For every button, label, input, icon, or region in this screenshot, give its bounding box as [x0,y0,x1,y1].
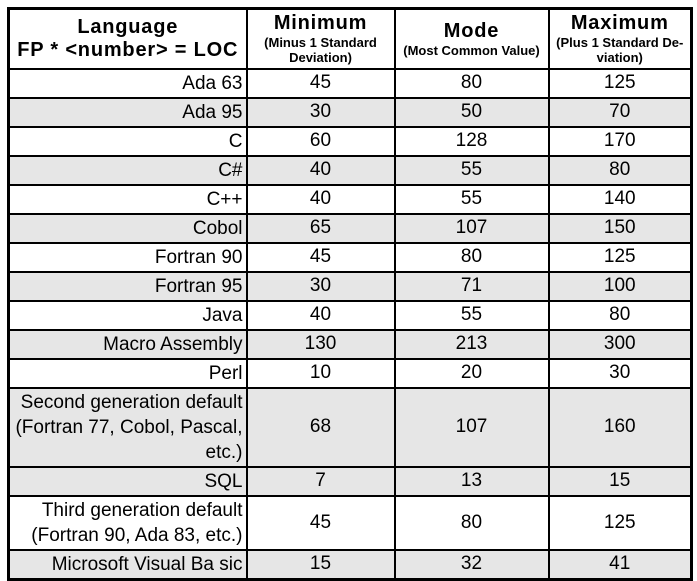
maximum-cell: 15 [547,465,693,497]
mode-cell: 80 [393,67,550,99]
minimum-cell: 45 [245,67,396,99]
table-row: C# 40 55 80 [7,154,693,186]
maximum-cell: 41 [547,548,693,580]
language-cell: Second generation default (Fortran 77, C… [7,386,248,468]
mode-cell: 71 [393,270,550,302]
minimum-cell: 60 [245,125,396,157]
table-row: Fortran 95 30 71 100 [7,270,693,302]
table-row: SQL 7 13 15 [7,465,693,497]
minimum-cell: 40 [245,154,396,186]
maximum-cell: 80 [547,299,693,331]
table-body: Ada 63 45 80 125 Ada 95 30 50 70 C 60 12… [7,67,693,580]
maximum-cell: 70 [547,96,693,128]
mode-cell: 20 [393,357,550,389]
minimum-cell: 30 [245,270,396,302]
maximum-cell: 80 [547,154,693,186]
minimum-cell: 68 [245,386,396,468]
minimum-cell: 130 [245,328,396,360]
language-cell: Java [7,299,248,331]
minimum-cell: 7 [245,465,396,497]
table-row: Fortran 90 45 80 125 [7,241,693,273]
language-cell: C [7,125,248,157]
language-cell: Ada 95 [7,96,248,128]
maximum-cell: 170 [547,125,693,157]
minimum-cell: 15 [245,548,396,580]
minimum-cell: 65 [245,212,396,244]
table-row: Microsoft Visual Ba sic 15 32 41 [7,548,693,580]
table-row: Ada 95 30 50 70 [7,96,693,128]
table-row: Macro Assembly 130 213 300 [7,328,693,360]
fp-loc-conversion-table: Language FP * <number> = LOC Minimum (Mi… [7,7,693,581]
minimum-cell: 45 [245,494,396,551]
table-row: C 60 128 170 [7,125,693,157]
column-header-mode: Mode (Most Common Value) [393,7,550,70]
column-header-maximum-subtitle: (Plus 1 Standard De-viation) [556,35,684,66]
language-cell: SQL [7,465,248,497]
maximum-cell: 150 [547,212,693,244]
language-cell: Cobol [7,212,248,244]
mode-cell: 213 [393,328,550,360]
table-row: Cobol 65 107 150 [7,212,693,244]
mode-cell: 128 [393,125,550,157]
table-row: Third generation default (Fortran 90, Ad… [7,494,693,551]
maximum-cell: 30 [547,357,693,389]
maximum-cell: 125 [547,241,693,273]
column-header-minimum-title: Minimum [273,12,368,35]
maximum-cell: 140 [547,183,693,215]
mode-cell: 50 [393,96,550,128]
maximum-cell: 125 [547,494,693,551]
table-row: Ada 63 45 80 125 [7,67,693,99]
minimum-cell: 40 [245,183,396,215]
maximum-cell: 125 [547,67,693,99]
language-cell: Ada 63 [7,67,248,99]
column-header-language-title: Language [77,15,179,38]
mode-cell: 13 [393,465,550,497]
mode-cell: 107 [393,386,550,468]
mode-cell: 55 [393,299,550,331]
column-header-mode-subtitle: (Most Common Value) [403,42,540,58]
column-header-mode-title: Mode [443,19,500,42]
language-cell: C# [7,154,248,186]
header-row: Language FP * <number> = LOC Minimum (Mi… [7,7,693,70]
table-row: Perl 10 20 30 [7,357,693,389]
mode-cell: 80 [393,494,550,551]
minimum-cell: 45 [245,241,396,273]
table-row: Java 40 55 80 [7,299,693,331]
column-header-language: Language FP * <number> = LOC [7,7,248,70]
language-cell: Macro Assembly [7,328,248,360]
language-cell: Perl [7,357,248,389]
mode-cell: 107 [393,212,550,244]
maximum-cell: 160 [547,386,693,468]
column-header-language-formula: FP * <number> = LOC [17,38,239,61]
language-cell: Microsoft Visual Ba sic [7,548,248,580]
minimum-cell: 30 [245,96,396,128]
language-cell: Third generation default (Fortran 90, Ad… [7,494,248,551]
mode-cell: 80 [393,241,550,273]
maximum-cell: 100 [547,270,693,302]
mode-cell: 32 [393,548,550,580]
mode-cell: 55 [393,154,550,186]
language-cell: C++ [7,183,248,215]
maximum-cell: 300 [547,328,693,360]
mode-cell: 55 [393,183,550,215]
language-cell: Fortran 90 [7,241,248,273]
language-cell: Fortran 95 [7,270,248,302]
table-row: C++ 40 55 140 [7,183,693,215]
minimum-cell: 40 [245,299,396,331]
table-row: Second generation default (Fortran 77, C… [7,386,693,468]
column-header-minimum: Minimum (Minus 1 Standard Deviation) [245,7,396,70]
column-header-maximum: Maximum (Plus 1 Standard De-viation) [547,7,693,70]
minimum-cell: 10 [245,357,396,389]
column-header-maximum-title: Maximum [570,12,669,35]
column-header-minimum-subtitle: (Minus 1 Standard Deviation) [264,35,377,66]
